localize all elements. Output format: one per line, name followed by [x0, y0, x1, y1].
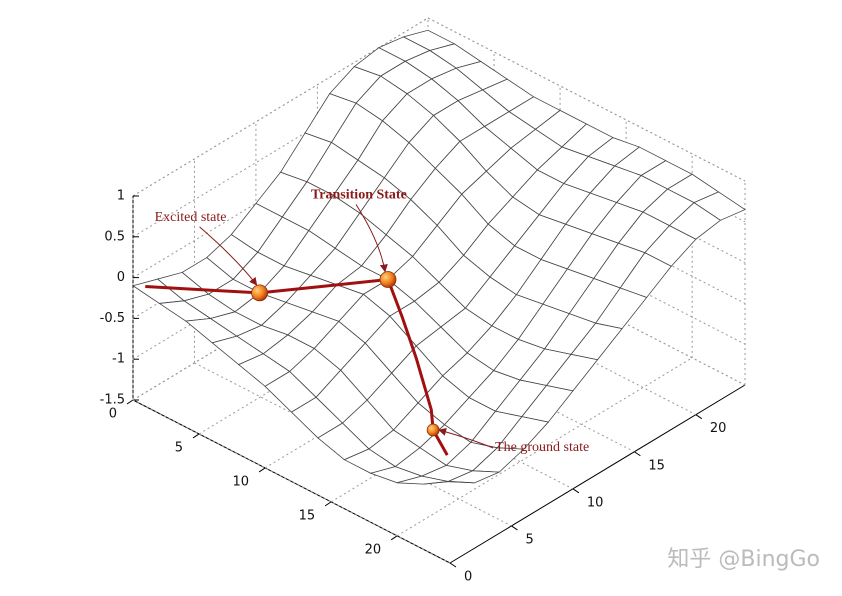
annotation: Excited state [155, 210, 227, 225]
tick-mark [695, 414, 703, 420]
z-tick-label: -1.5 [100, 393, 125, 408]
state-point [379, 271, 397, 288]
surface-cell [423, 480, 475, 485]
x-tick-label: 15 [299, 508, 316, 523]
tick-mark [324, 501, 332, 507]
tick-mark [572, 488, 580, 494]
annotation-arrow [199, 226, 258, 286]
z-tick-label: 0 [117, 270, 125, 285]
y-tick-label: 20 [710, 421, 727, 436]
z-tick-label: 1 [117, 189, 125, 204]
reaction-path [145, 277, 449, 456]
annotation: Transition State [311, 188, 407, 203]
z-tick-label: -1 [112, 352, 125, 367]
state-point [251, 284, 268, 302]
tick-mark [511, 525, 518, 531]
tick-mark [126, 399, 134, 405]
y-tick-label: 5 [525, 532, 533, 547]
z-tick-label: -0.5 [100, 311, 125, 326]
tick-mark [449, 562, 457, 568]
annotation: The ground state [495, 440, 589, 455]
state-point [426, 423, 440, 437]
x-tick-label: 5 [175, 440, 183, 455]
y-tick-label: 10 [587, 495, 604, 510]
annotation-arrow [438, 428, 494, 449]
x-tick-label: 10 [233, 474, 250, 489]
y-tick-label: 0 [464, 570, 472, 585]
z-tick-label: 0.5 [104, 229, 125, 244]
tick-mark [634, 451, 641, 457]
watermark: 知乎 @BingGo [667, 547, 820, 572]
x-tick-label: 0 [109, 407, 117, 422]
annotation-arrow [355, 204, 388, 273]
tick-mark [258, 467, 266, 473]
y-tick-label: 15 [648, 458, 665, 473]
x-tick-label: 20 [365, 542, 382, 557]
tick-mark [390, 535, 398, 541]
tick-mark [192, 433, 200, 439]
